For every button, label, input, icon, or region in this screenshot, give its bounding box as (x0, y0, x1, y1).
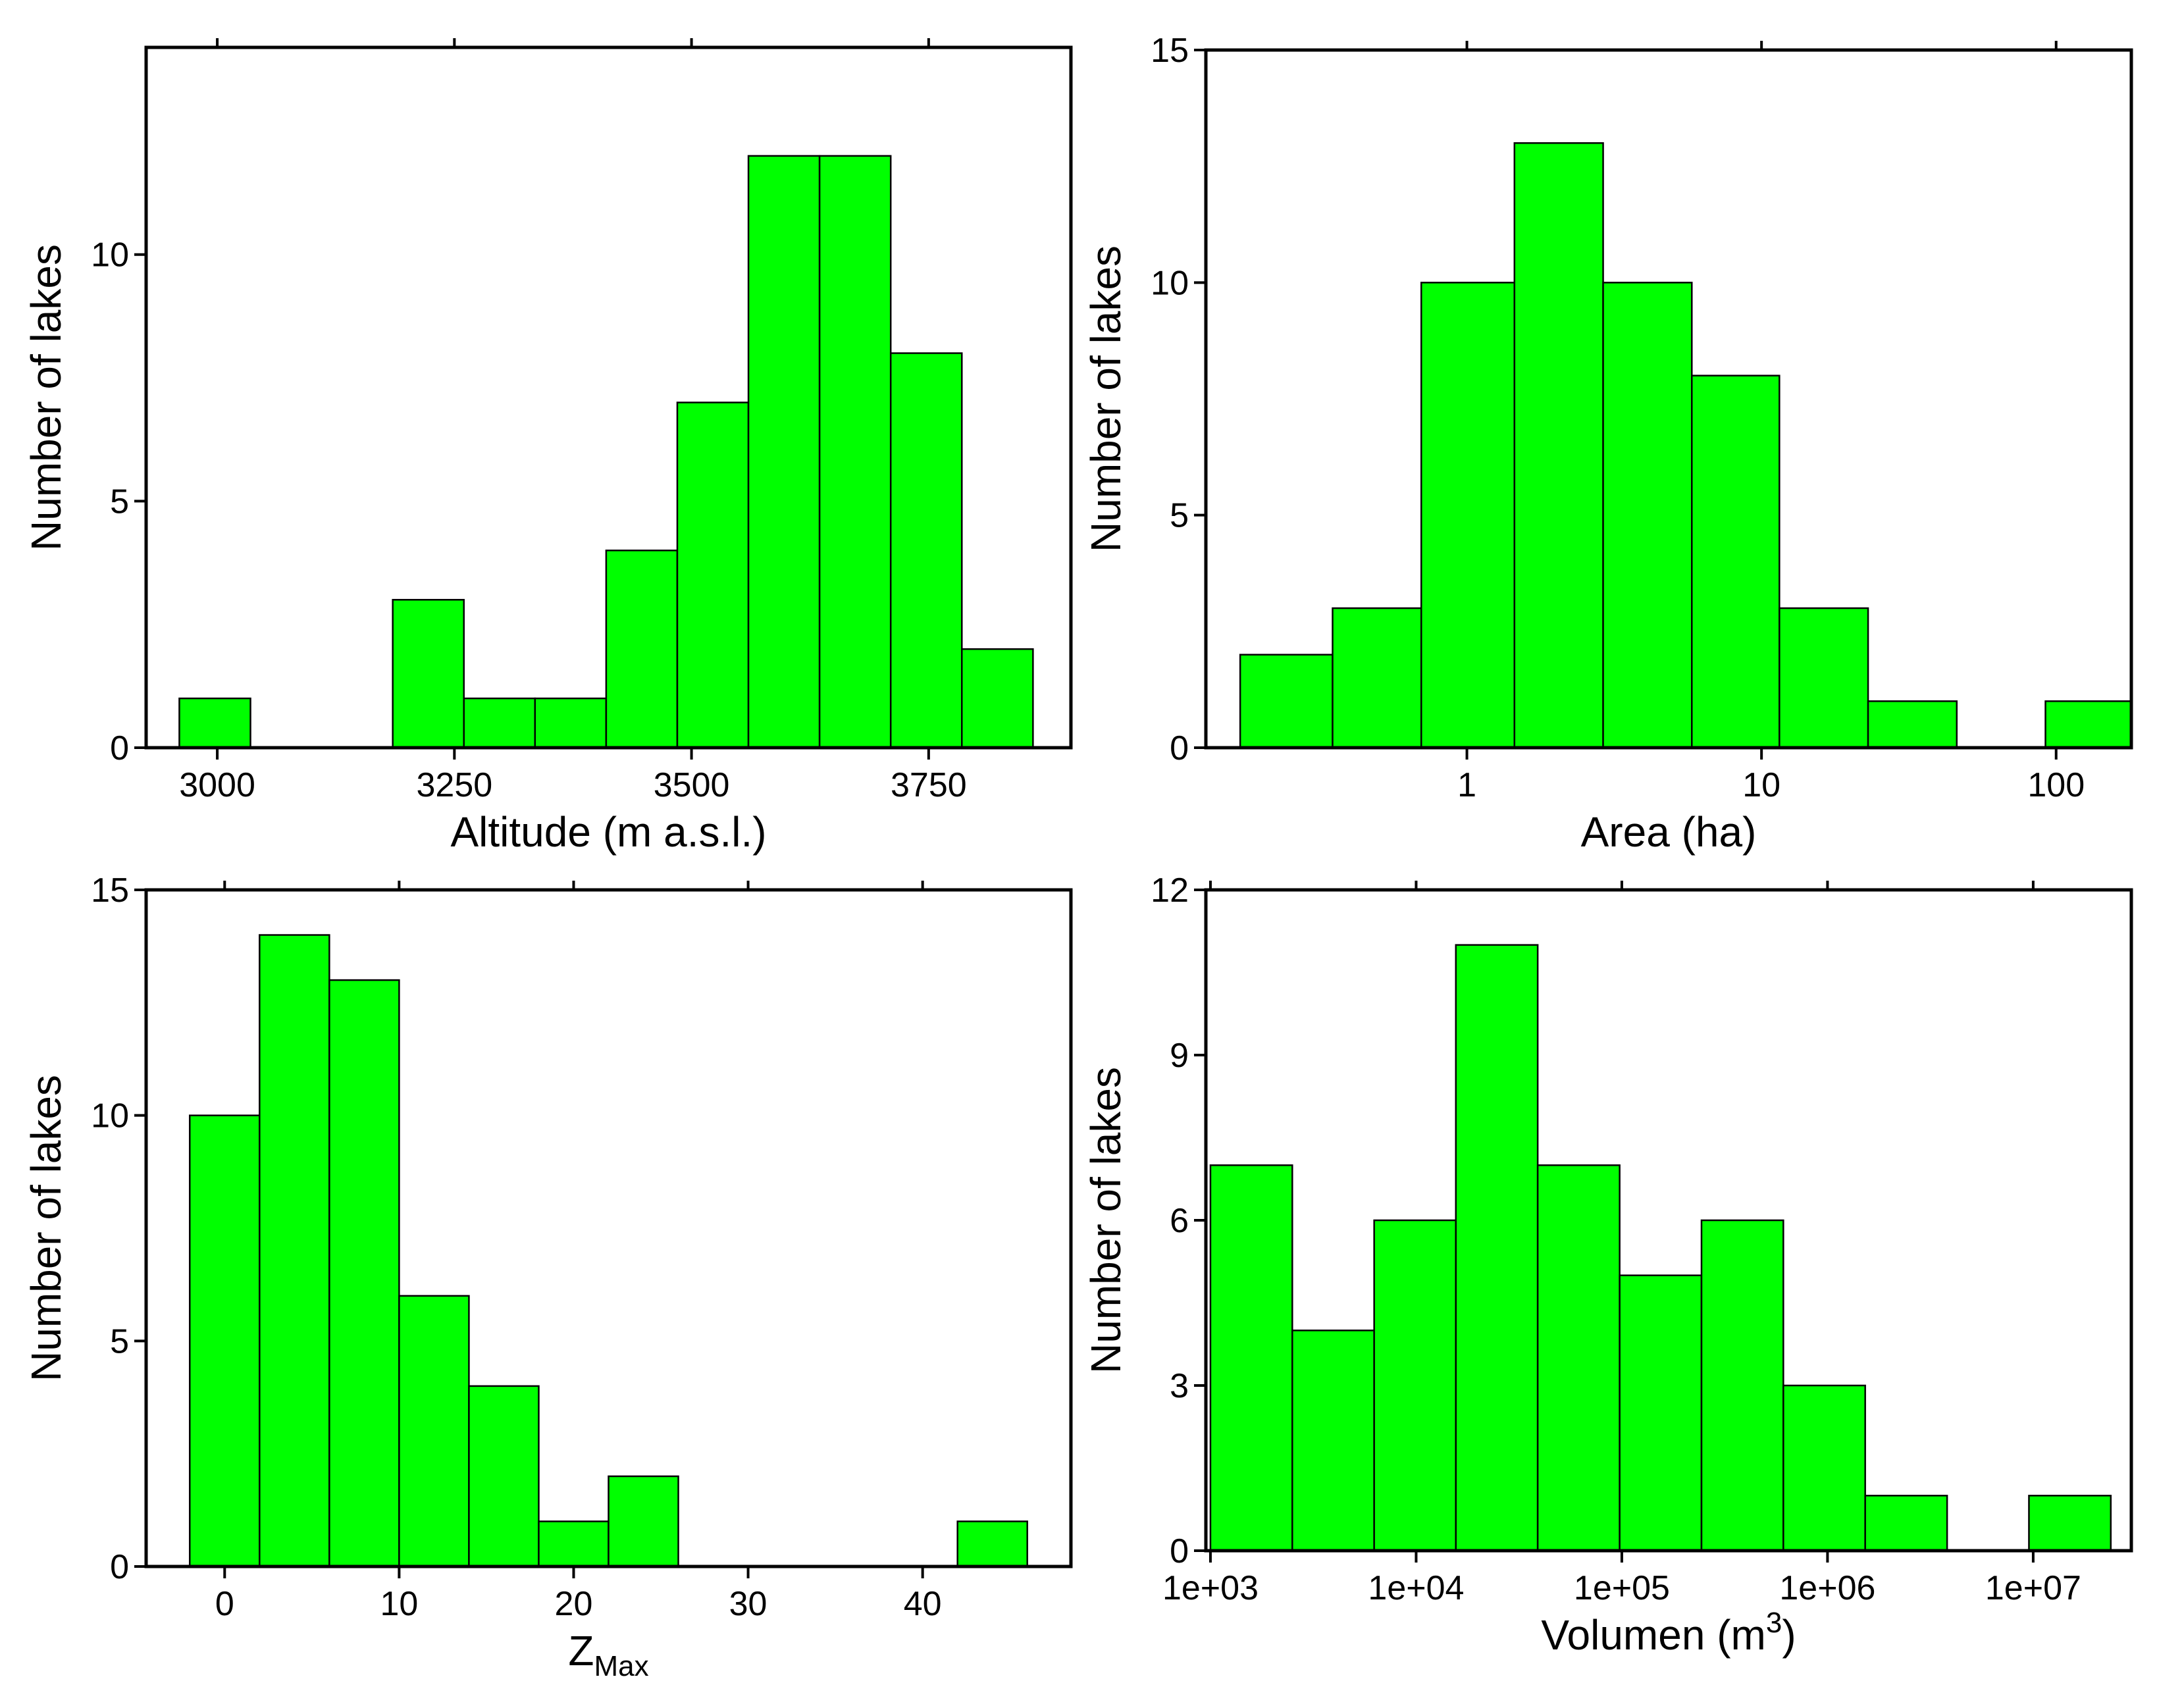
altitude-bar-7 (676, 401, 750, 749)
zmax-ytick-label-2: 10 (91, 1097, 129, 1135)
altitude-bar-10 (889, 352, 963, 749)
area-ytick-label-0: 0 (1170, 729, 1189, 767)
zmax-xtick-label-4: 40 (904, 1585, 942, 1623)
volumen-bar-2 (1373, 1219, 1457, 1552)
area-bar-3 (1513, 142, 1604, 749)
altitude-frame (144, 45, 1073, 750)
volumen-bar-8 (1864, 1495, 1948, 1552)
altitude-xtick-label-3: 3750 (891, 766, 967, 804)
zmax-xtick-label-0: 0 (215, 1585, 234, 1623)
volumen-xtick-label-4: 1e+07 (1985, 1569, 2081, 1607)
area-bar-6 (1779, 607, 1869, 749)
area-bar-5 (1691, 375, 1780, 749)
altitude-bar-11 (961, 648, 1034, 749)
zmax-frame (144, 888, 1073, 1568)
area-xtick-label-2: 100 (2027, 766, 2085, 804)
volumen-bar-0 (1209, 1164, 1293, 1552)
area-ylabel: Number of lakes (1082, 246, 1130, 552)
zmax-bar-5 (538, 1520, 610, 1568)
area-ytick-label-3: 15 (1151, 32, 1189, 70)
volumen-ytick-label-2: 6 (1170, 1202, 1189, 1240)
zmax-bar-6 (608, 1475, 679, 1568)
altitude-bar-9 (818, 155, 892, 749)
altitude-ytick-label-2: 10 (91, 236, 129, 274)
zmax-xlabel: ZMax (568, 1627, 648, 1682)
zmax-bar-4 (468, 1385, 540, 1568)
area-ytick-label-1: 5 (1170, 497, 1189, 535)
zmax-bar-0 (189, 1114, 261, 1568)
panel-volumen: 1e+03 1e+04 1e+05 1e+06 1e+07 0 3 6 9 12 Volumen (… (1082, 871, 2133, 1659)
area-xtick-label-0: 1 (1457, 766, 1476, 804)
volumen-bar-6 (1700, 1219, 1784, 1552)
volumen-xtick-label-0: 1e+03 (1162, 1569, 1259, 1607)
zmax-ytick-label-3: 15 (91, 871, 129, 910)
zmax-ytick-label-0: 0 (110, 1548, 129, 1586)
volumen-xtick-label-3: 1e+06 (1779, 1569, 1875, 1607)
zmax-xtick-label-2: 20 (555, 1585, 593, 1623)
volumen-ylabel: Number of lakes (1082, 1067, 1130, 1374)
altitude-xtick-label-1: 3250 (416, 766, 492, 804)
area-xtick-label-1: 10 (1742, 766, 1780, 804)
area-bar-0 (1239, 654, 1334, 749)
altitude-ytick-label-0: 0 (110, 729, 129, 767)
panel-zmax: 0 10 20 30 40 0 5 10 15 ZMax Number of lakes (22, 871, 1073, 1682)
altitude-bar-3 (392, 598, 465, 749)
volumen-ytick-label-0: 0 (1170, 1532, 1189, 1570)
altitude-ylabel: Number of lakes (22, 244, 70, 551)
zmax-ylabel: Number of lakes (22, 1075, 70, 1382)
volumen-bar-7 (1782, 1384, 1866, 1552)
altitude-bar-4 (463, 697, 536, 749)
volumen-xtick-label-1: 1e+04 (1368, 1569, 1464, 1607)
altitude-xtick-label-0: 3000 (179, 766, 255, 804)
altitude-xlabel: Altitude (m a.s.l.) (450, 808, 766, 856)
volumen-bar-10 (2028, 1495, 2112, 1552)
panel-area: 1 10 100 0 5 10 15 Area (ha) Number of lakes (1082, 32, 2133, 856)
zmax-ytick-label-1: 5 (110, 1322, 129, 1360)
area-bar-2 (1420, 282, 1516, 749)
zmax-xtick-label-1: 10 (380, 1585, 418, 1623)
zmax-bar-3 (398, 1295, 470, 1568)
volumen-xtick-label-2: 1e+05 (1574, 1569, 1670, 1607)
area-xlabel: Area (ha) (1581, 808, 1757, 856)
area-bar-1 (1332, 607, 1422, 749)
area-bar-7 (1867, 700, 1958, 749)
volumen-xlabel: Volumen (m3) (1541, 1607, 1796, 1659)
volumen-bar-1 (1291, 1330, 1375, 1552)
altitude-ytick-label-1: 5 (110, 482, 129, 521)
volumen-bar-4 (1536, 1164, 1621, 1552)
volumen-bar-5 (1619, 1274, 1703, 1552)
zmax-xtick-label-3: 30 (729, 1585, 767, 1623)
volumen-ytick-label-1: 3 (1170, 1367, 1189, 1405)
area-ytick-label-2: 10 (1151, 264, 1189, 302)
area-frame (1204, 48, 2133, 750)
volumen-bar-3 (1455, 944, 1539, 1552)
altitude-bar-5 (534, 697, 608, 749)
zmax-bar-11 (956, 1520, 1028, 1568)
panel-altitude: 3000 3250 3500 3750 0 5 10 Altitude (m a.s.l.) N… (22, 38, 1073, 856)
altitude-bar-6 (605, 550, 679, 749)
zmax-bar-1 (259, 934, 330, 1568)
area-bar-9 (2044, 700, 2133, 749)
volumen-ytick-label-4: 12 (1151, 871, 1189, 910)
altitude-bar-8 (747, 155, 821, 749)
zmax-bar-2 (328, 979, 400, 1568)
volumen-ytick-label-3: 9 (1170, 1037, 1189, 1075)
altitude-bar-0 (178, 697, 251, 749)
altitude-xtick-label-2: 3500 (654, 766, 730, 804)
area-bar-4 (1602, 282, 1693, 749)
